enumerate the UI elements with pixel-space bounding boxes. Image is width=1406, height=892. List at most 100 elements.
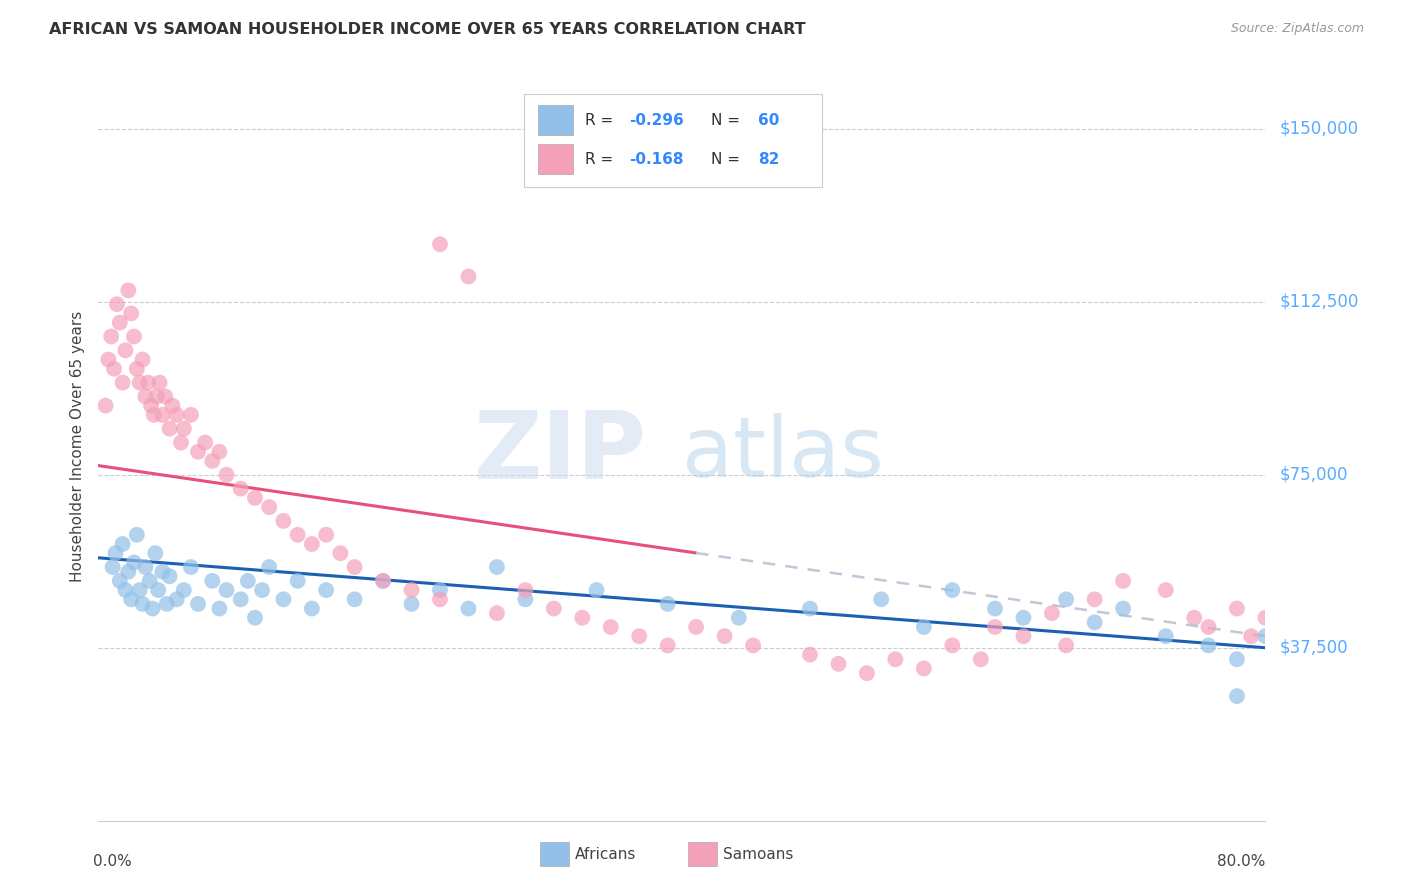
Point	[152, 565, 174, 579]
Point	[371, 574, 394, 588]
Text: AFRICAN VS SAMOAN HOUSEHOLDER INCOME OVER 65 YEARS CORRELATION CHART: AFRICAN VS SAMOAN HOUSEHOLDER INCOME OVE…	[49, 22, 806, 37]
Point	[585, 583, 607, 598]
Point	[941, 583, 963, 598]
Point	[870, 592, 893, 607]
Y-axis label: Householder Income Over 65 years: Householder Income Over 65 years	[69, 310, 84, 582]
Point	[114, 583, 136, 598]
Point	[101, 560, 124, 574]
Point	[401, 597, 423, 611]
Point	[156, 597, 179, 611]
Point	[657, 639, 679, 653]
Text: N =: N =	[711, 112, 745, 128]
Text: 80.0%: 80.0%	[1218, 855, 1265, 870]
Point	[343, 560, 366, 574]
Point	[180, 560, 202, 574]
Text: $150,000: $150,000	[1279, 120, 1358, 138]
Text: 0.0%: 0.0%	[93, 855, 131, 870]
Point	[1084, 592, 1107, 607]
Point	[120, 306, 142, 320]
Point	[1310, 629, 1333, 643]
Point	[155, 389, 177, 403]
Text: $112,500: $112,500	[1279, 293, 1358, 311]
Text: $37,500: $37,500	[1279, 639, 1348, 657]
Text: 82: 82	[758, 152, 779, 167]
Point	[201, 574, 224, 588]
Point	[1112, 601, 1135, 615]
Point	[799, 648, 821, 662]
Point	[713, 629, 735, 643]
Point	[1240, 629, 1263, 643]
Point	[657, 597, 679, 611]
Point	[143, 546, 166, 560]
Text: atlas: atlas	[682, 413, 883, 494]
Point	[170, 435, 193, 450]
Point	[884, 652, 907, 666]
Point	[457, 601, 479, 615]
Point	[1054, 592, 1077, 607]
Text: R =: R =	[585, 112, 619, 128]
Point	[173, 422, 195, 436]
Point	[485, 606, 508, 620]
Point	[429, 237, 451, 252]
Point	[1012, 611, 1035, 625]
Point	[1282, 592, 1305, 607]
Point	[208, 444, 231, 458]
Point	[1198, 620, 1220, 634]
Point	[120, 592, 142, 607]
Point	[599, 620, 621, 634]
Point	[201, 454, 224, 468]
Point	[131, 352, 153, 367]
Point	[142, 408, 165, 422]
Point	[628, 629, 651, 643]
Point	[315, 583, 337, 598]
Bar	[538, 144, 574, 174]
Point	[343, 592, 366, 607]
Point	[1226, 601, 1249, 615]
Point	[141, 601, 163, 615]
Point	[1154, 583, 1177, 598]
Point	[136, 376, 159, 390]
Point	[243, 611, 266, 625]
Point	[401, 583, 423, 598]
Point	[97, 352, 120, 367]
Point	[1268, 675, 1291, 690]
Point	[1182, 611, 1205, 625]
Point	[315, 528, 337, 542]
Text: $75,000: $75,000	[1279, 466, 1348, 483]
Point	[257, 500, 280, 514]
Point	[1296, 620, 1319, 634]
Point	[128, 376, 150, 390]
Point	[1054, 639, 1077, 653]
Point	[1254, 629, 1277, 643]
Point	[117, 565, 139, 579]
Point	[125, 528, 148, 542]
Point	[125, 361, 148, 376]
Point	[984, 620, 1007, 634]
Text: Samoans: Samoans	[723, 847, 793, 862]
Point	[194, 435, 217, 450]
Point	[1012, 629, 1035, 643]
Point	[515, 583, 537, 598]
Point	[1340, 639, 1362, 653]
Point	[429, 592, 451, 607]
Text: R =: R =	[585, 152, 619, 167]
Point	[912, 620, 935, 634]
Point	[250, 583, 273, 598]
Point	[138, 574, 160, 588]
Point	[166, 408, 188, 422]
Text: 60: 60	[758, 112, 779, 128]
Point	[111, 537, 134, 551]
Point	[166, 592, 188, 607]
Point	[134, 389, 156, 403]
Point	[159, 569, 181, 583]
Point	[287, 574, 309, 588]
Point	[273, 592, 295, 607]
Point	[104, 546, 127, 560]
Point	[912, 661, 935, 675]
Text: -0.296: -0.296	[630, 112, 685, 128]
Bar	[538, 105, 574, 135]
Point	[187, 597, 209, 611]
Point	[799, 601, 821, 615]
Point	[215, 467, 238, 482]
Text: Source: ZipAtlas.com: Source: ZipAtlas.com	[1230, 22, 1364, 36]
